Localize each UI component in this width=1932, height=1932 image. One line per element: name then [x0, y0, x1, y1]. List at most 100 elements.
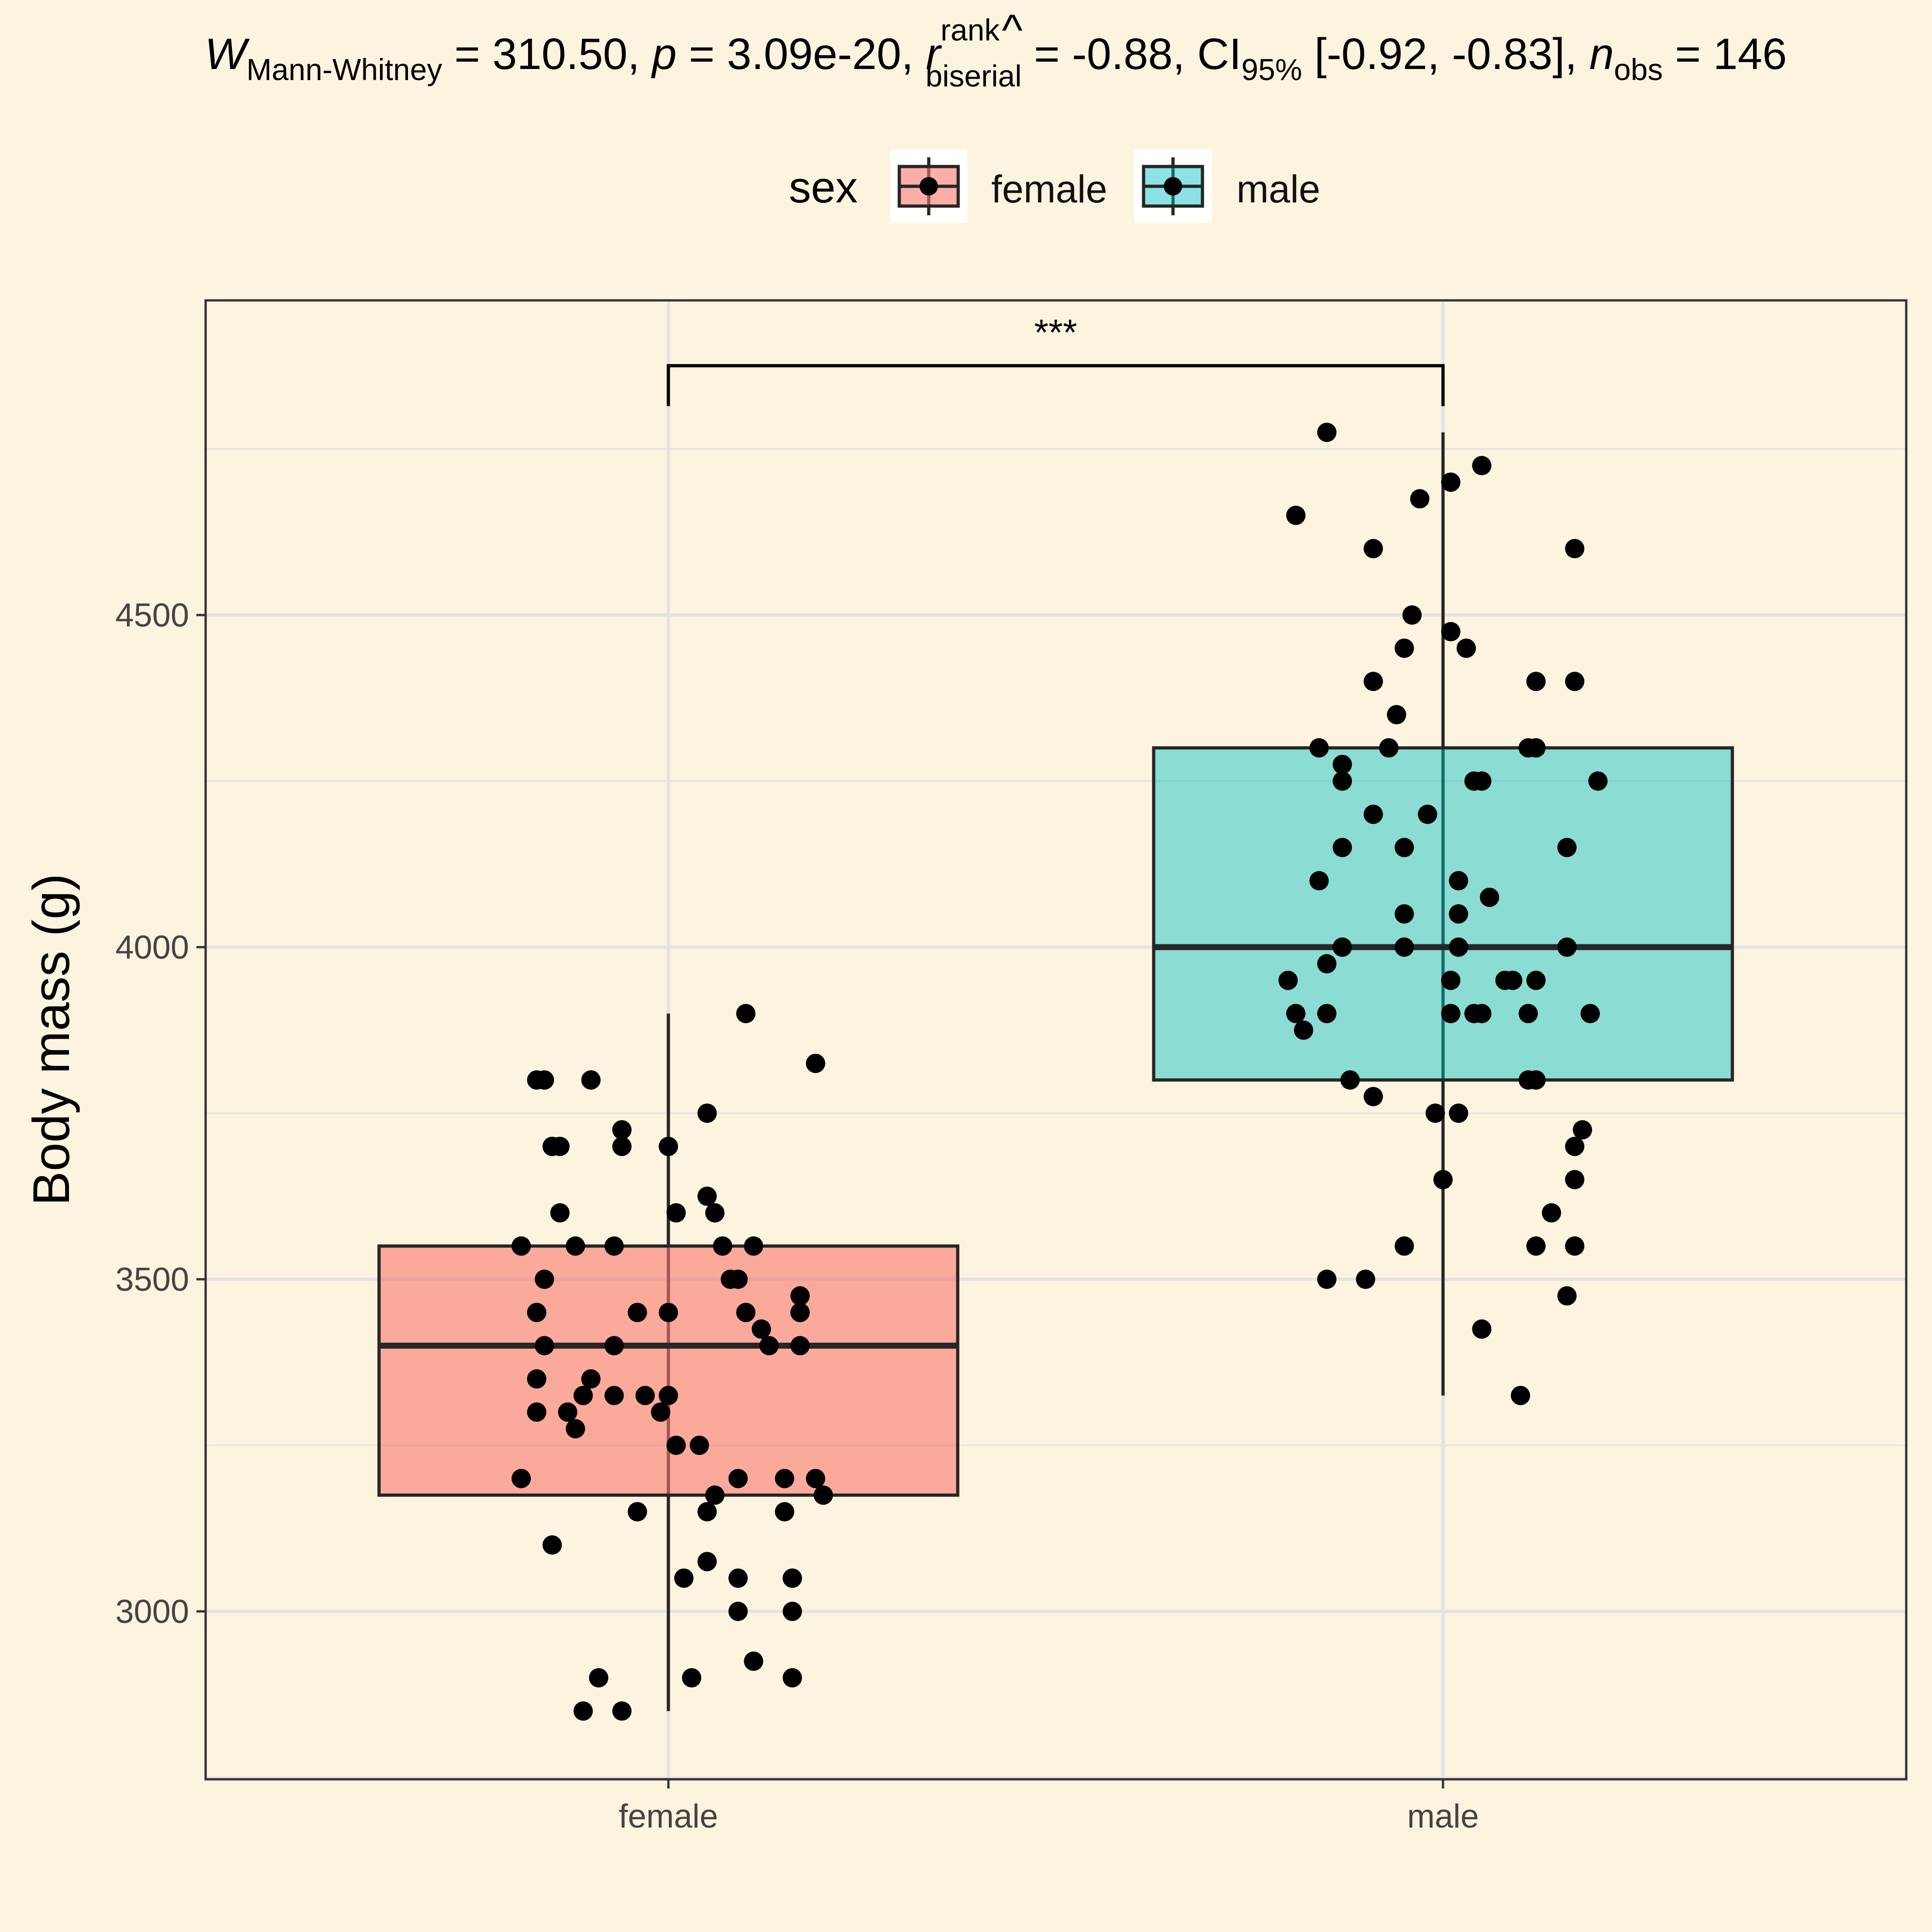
data-point-male: [1278, 971, 1298, 990]
data-point-male: [1557, 1286, 1577, 1306]
iqr-box-female: [377, 1244, 960, 1497]
box-female: [377, 1013, 960, 1711]
data-point-female: [512, 1236, 531, 1256]
data-point-male: [1333, 838, 1352, 857]
r-superscript: rank: [941, 13, 1000, 47]
data-point-female: [666, 1203, 686, 1223]
data-point-female: [612, 1701, 632, 1721]
data-point-male: [1402, 605, 1422, 625]
box-layer: [377, 432, 1734, 1711]
data-point-female: [782, 1602, 802, 1621]
p-value: = 3.09e-20,: [677, 29, 926, 79]
data-point-female: [813, 1485, 833, 1505]
data-point-male: [1363, 805, 1383, 824]
data-point-female: [512, 1469, 531, 1489]
data-point-male: [1565, 1170, 1585, 1190]
y-tick-label: 3000: [115, 1593, 189, 1630]
data-point-female: [790, 1303, 810, 1322]
panel-border: [204, 299, 1908, 1781]
data-point-female: [589, 1668, 609, 1688]
n-symbol: n: [1589, 29, 1614, 79]
data-point-male: [1456, 638, 1476, 658]
plot-panel: ***: [204, 299, 1908, 1781]
data-point-male: [1518, 1004, 1538, 1024]
data-point-female: [550, 1203, 570, 1223]
data-point-male: [1511, 1386, 1530, 1405]
data-point-male: [1394, 937, 1414, 957]
data-point-male: [1426, 1104, 1445, 1123]
data-point-female: [535, 1070, 554, 1090]
x-tick-label: female: [619, 1798, 718, 1835]
data-point-male: [1363, 672, 1383, 691]
data-point-female: [736, 1004, 756, 1024]
legend-label-female: female: [991, 167, 1107, 211]
ci-value: [-0.92, -0.83],: [1302, 29, 1589, 79]
data-point-male: [1418, 805, 1438, 824]
data-point-male: [1526, 1236, 1546, 1256]
data-point-female: [728, 1602, 748, 1621]
data-point-female: [612, 1137, 632, 1156]
data-point-female: [535, 1336, 554, 1356]
data-points: [512, 422, 1608, 1721]
data-point-male: [1394, 638, 1414, 658]
axes: 3000 3500 4000 4500 female male: [115, 597, 1479, 1835]
r-hat-accent: ^: [1002, 6, 1023, 55]
significance-label: ***: [1034, 312, 1077, 353]
legend-point-male: [1164, 177, 1182, 196]
data-point-female: [697, 1502, 717, 1522]
data-point-female: [674, 1568, 694, 1588]
data-point-female: [697, 1186, 717, 1206]
data-point-female: [627, 1303, 647, 1322]
data-point-female: [759, 1336, 779, 1356]
data-point-male: [1294, 1020, 1313, 1040]
w-subscript: Mann-Whitney: [247, 52, 443, 86]
data-point-male: [1441, 472, 1460, 492]
iqr-box-male: [1152, 746, 1734, 1082]
data-point-female: [542, 1535, 562, 1555]
data-point-female: [527, 1369, 546, 1389]
data-point-male: [1541, 1203, 1561, 1223]
data-point-female: [705, 1203, 725, 1223]
data-point-male: [1356, 1270, 1375, 1289]
data-point-male: [1503, 971, 1523, 990]
data-point-male: [1573, 1120, 1593, 1140]
data-point-male: [1526, 738, 1546, 758]
data-point-male: [1363, 539, 1383, 558]
data-point-female: [705, 1485, 725, 1505]
data-point-male: [1317, 1270, 1337, 1289]
ci-subscript: 95%: [1242, 52, 1302, 86]
data-point-male: [1565, 539, 1585, 558]
data-point-male: [1526, 1070, 1546, 1090]
data-point-male: [1565, 1137, 1585, 1156]
data-point-male: [1449, 937, 1468, 957]
data-point-female: [527, 1402, 546, 1422]
data-point-male: [1472, 771, 1492, 791]
data-point-male: [1464, 1004, 1484, 1024]
legend-label-male: male: [1236, 167, 1320, 211]
data-point-male: [1394, 904, 1414, 924]
data-point-female: [744, 1236, 764, 1256]
legend: sex female male: [789, 150, 1320, 223]
data-point-female: [527, 1303, 546, 1322]
data-point-female: [782, 1568, 802, 1588]
data-point-female: [581, 1369, 601, 1389]
data-point-female: [697, 1104, 717, 1123]
data-point-female: [666, 1436, 686, 1455]
data-point-male: [1441, 971, 1460, 990]
data-point-female: [790, 1286, 810, 1306]
data-point-male: [1394, 838, 1414, 857]
r-subscript: biserial: [926, 59, 1022, 93]
data-point-male: [1363, 1087, 1383, 1106]
data-point-male: [1340, 1070, 1360, 1090]
data-point-male: [1441, 1004, 1460, 1024]
data-point-female: [581, 1070, 601, 1090]
data-point-female: [604, 1336, 624, 1356]
data-point-male: [1286, 1004, 1306, 1024]
data-point-female: [535, 1270, 554, 1289]
data-point-female: [659, 1386, 678, 1405]
legend-key-male: [1134, 150, 1212, 223]
data-point-female: [728, 1270, 748, 1289]
x-tick-label: male: [1407, 1798, 1479, 1835]
data-point-male: [1333, 771, 1352, 791]
data-point-male: [1394, 1236, 1414, 1256]
